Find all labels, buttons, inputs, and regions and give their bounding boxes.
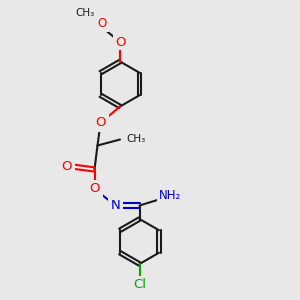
Text: Cl: Cl (134, 278, 146, 292)
Text: NH₂: NH₂ (158, 189, 181, 203)
Text: O: O (115, 35, 125, 49)
Text: N: N (111, 199, 120, 212)
Text: O: O (89, 182, 100, 196)
Text: CH₃: CH₃ (127, 134, 146, 144)
Text: O: O (62, 159, 71, 172)
Text: O: O (95, 116, 106, 130)
Text: O: O (98, 16, 106, 30)
Text: NH₂: NH₂ (161, 193, 183, 203)
Text: O: O (96, 20, 105, 31)
Text: N: N (111, 199, 120, 212)
Text: O: O (90, 182, 100, 196)
Text: O: O (96, 116, 105, 130)
Text: CH₃: CH₃ (73, 6, 91, 16)
Text: O: O (115, 35, 125, 49)
Text: O: O (61, 160, 72, 173)
Text: Cl: Cl (133, 278, 146, 292)
Text: CH₃: CH₃ (75, 8, 94, 18)
